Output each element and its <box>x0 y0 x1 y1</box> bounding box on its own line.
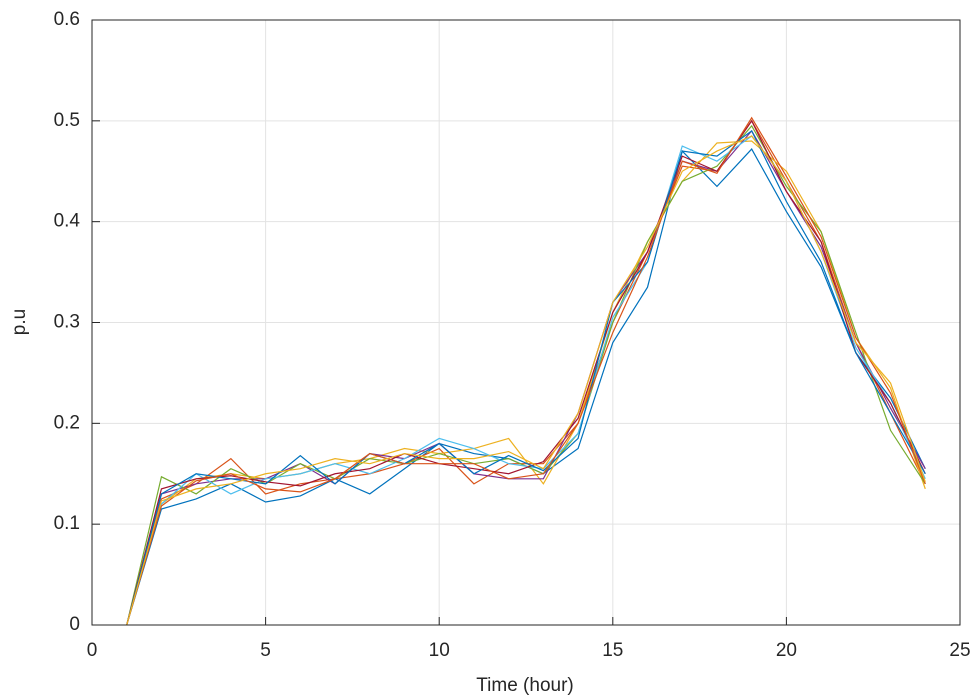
y-axis-label: p.u <box>9 309 30 335</box>
y-tick-label: 0.3 <box>54 312 80 333</box>
series-line <box>126 130 926 626</box>
x-tick-label: 5 <box>260 640 271 661</box>
plot-frame <box>91 19 961 626</box>
y-tick-label: 0.4 <box>54 211 81 232</box>
y-tick-label: 0.5 <box>54 110 80 131</box>
series-line <box>126 135 926 626</box>
series-line <box>126 140 926 626</box>
x-tick-label: 15 <box>602 640 623 661</box>
x-tick-label: 0 <box>87 640 98 661</box>
y-tick-label: 0.1 <box>54 513 80 534</box>
y-tick-label: 0.6 <box>54 9 80 30</box>
y-tick-label: 0.2 <box>54 412 80 433</box>
x-tick-label: 10 <box>429 640 450 661</box>
y-tick-label: 0 <box>69 614 80 635</box>
series-line <box>126 116 926 626</box>
x-tick-label: 20 <box>776 640 797 661</box>
x-axis-label: Time (hour) <box>476 675 573 696</box>
series-line <box>126 119 926 626</box>
x-tick-label: 25 <box>949 640 970 661</box>
